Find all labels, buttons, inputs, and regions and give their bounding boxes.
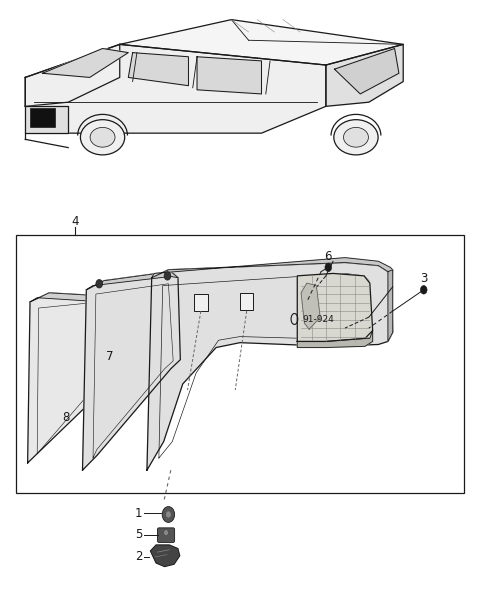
Polygon shape xyxy=(83,271,180,470)
Circle shape xyxy=(162,506,175,522)
Polygon shape xyxy=(297,273,372,342)
Polygon shape xyxy=(197,57,262,94)
Polygon shape xyxy=(25,45,120,106)
Circle shape xyxy=(325,263,332,271)
Polygon shape xyxy=(25,106,68,133)
Text: 2: 2 xyxy=(135,550,142,564)
Circle shape xyxy=(164,529,168,536)
Polygon shape xyxy=(297,331,372,348)
Polygon shape xyxy=(25,45,326,133)
Polygon shape xyxy=(147,262,393,470)
Text: 3: 3 xyxy=(420,273,427,285)
Bar xyxy=(240,293,253,310)
Bar xyxy=(30,109,55,127)
Circle shape xyxy=(364,323,369,331)
Text: 7: 7 xyxy=(107,350,114,363)
Polygon shape xyxy=(30,293,104,302)
Ellipse shape xyxy=(90,127,115,147)
Polygon shape xyxy=(28,293,104,463)
Polygon shape xyxy=(150,545,180,567)
Polygon shape xyxy=(86,271,178,290)
Text: 91-924: 91-924 xyxy=(302,315,334,324)
Polygon shape xyxy=(335,49,399,94)
Text: 8: 8 xyxy=(62,411,70,424)
Bar xyxy=(194,294,207,311)
Bar xyxy=(16,235,464,493)
Ellipse shape xyxy=(334,120,378,155)
Circle shape xyxy=(420,285,427,294)
Text: 5: 5 xyxy=(135,528,142,541)
Text: 4: 4 xyxy=(72,215,79,228)
Ellipse shape xyxy=(81,120,125,155)
Polygon shape xyxy=(120,20,403,65)
Circle shape xyxy=(166,511,171,518)
Text: 6: 6 xyxy=(324,250,332,263)
Circle shape xyxy=(164,271,171,280)
FancyBboxPatch shape xyxy=(157,528,175,542)
Polygon shape xyxy=(42,49,128,77)
Polygon shape xyxy=(388,270,393,342)
Polygon shape xyxy=(152,257,393,287)
Circle shape xyxy=(96,279,103,288)
Text: 1: 1 xyxy=(135,507,142,520)
Polygon shape xyxy=(301,283,320,329)
Polygon shape xyxy=(326,45,403,106)
Ellipse shape xyxy=(344,127,369,147)
Polygon shape xyxy=(128,52,189,85)
